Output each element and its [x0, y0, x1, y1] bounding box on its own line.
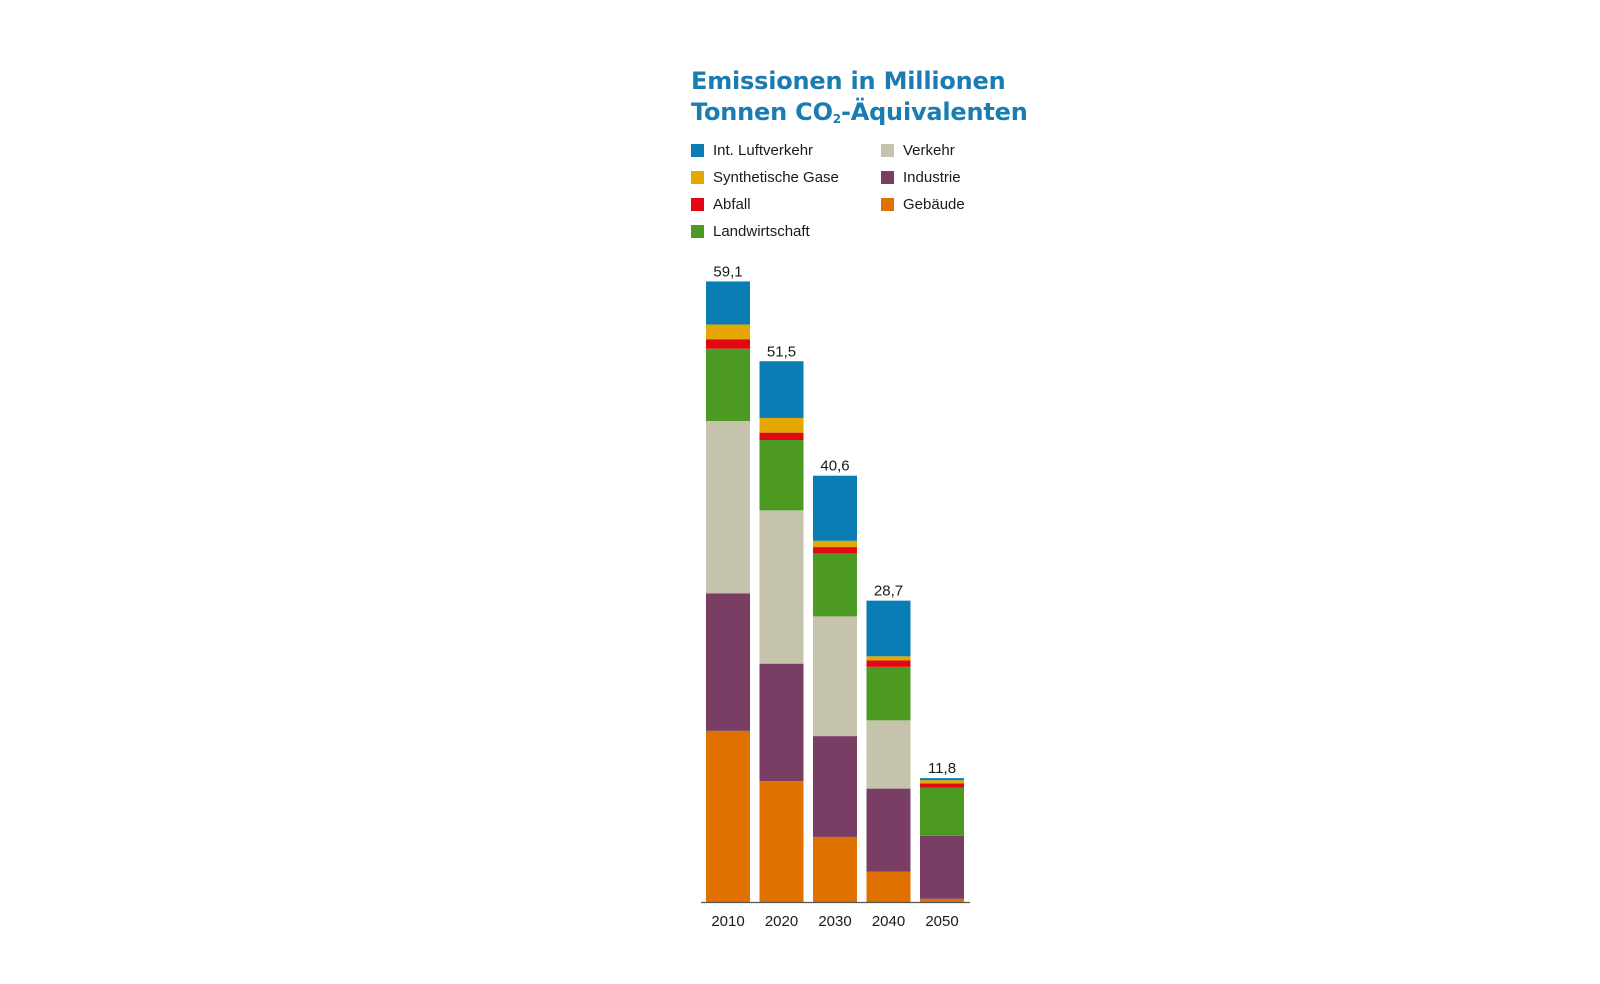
legend-swatch-int-luftverkehr — [691, 143, 704, 157]
bar-segment-2050-gebaeude — [920, 898, 964, 902]
bar-segment-2040-synthetische-gase — [866, 656, 911, 661]
total-label-2050: 11,8 — [928, 760, 956, 777]
bar-segment-2020-abfall — [759, 432, 804, 440]
bar-segment-2040-verkehr — [866, 720, 911, 789]
bar-segment-2010-gebaeude — [706, 730, 750, 902]
legend-item-industrie: Industrie — [881, 166, 961, 188]
bar-segment-2030-abfall — [813, 547, 857, 554]
x-tick-label-2030: 2030 — [818, 913, 851, 930]
total-label-2040: 28,7 — [874, 583, 903, 600]
bar-segment-2020-gebaeude — [759, 781, 804, 902]
x-tick-label-2040: 2040 — [872, 913, 905, 930]
bar-segment-2020-int-luftverkehr — [759, 361, 804, 418]
bar-segment-2020-synthetische-gase — [759, 417, 804, 433]
bar-segment-2030-synthetische-gase — [813, 540, 857, 548]
legend-item-verkehr: Verkehr — [881, 139, 955, 161]
bar-segment-2020-industrie — [759, 663, 804, 782]
bar-segment-2040-landwirtschaft — [866, 666, 911, 721]
bar-segment-2010-synthetische-gase — [706, 324, 750, 340]
chart-title-subscript: 2 — [832, 112, 841, 126]
bar-segment-2030-verkehr — [813, 616, 857, 737]
chart-title: Emissionen in Millionen Tonnen CO2-Äquiv… — [691, 66, 1028, 128]
legend-label-landwirtschaft: Landwirtschaft — [713, 222, 810, 240]
legend-label-verkehr: Verkehr — [903, 141, 955, 159]
legend-swatch-landwirtschaft — [691, 224, 704, 238]
legend-label-gebaeude: Gebäude — [903, 195, 965, 213]
legend-swatch-gebaeude — [881, 197, 894, 211]
chart-title-line-2-suffix: -Äquivalenten — [840, 98, 1028, 126]
bar-segment-2010-landwirtschaft — [706, 348, 750, 422]
bar-segment-2050-landwirtschaft — [920, 787, 964, 836]
legend-item-abfall: Abfall — [691, 193, 751, 215]
bar-segment-2040-gebaeude — [866, 871, 911, 902]
legend-label-industrie: Industrie — [903, 168, 961, 186]
legend-swatch-verkehr — [881, 143, 894, 157]
legend-item-synthetische-gase: Synthetische Gase — [691, 166, 839, 188]
bar-segment-2010-abfall — [706, 339, 750, 349]
legend-swatch-industrie — [881, 170, 894, 184]
total-label-2030: 40,6 — [820, 458, 849, 475]
bar-segment-2010-verkehr — [706, 421, 750, 594]
bar-segment-2010-int-luftverkehr — [706, 281, 750, 325]
x-tick-label-2050: 2050 — [925, 913, 958, 930]
chart-title-line-2-prefix: Tonnen CO — [691, 98, 833, 126]
bar-segment-2030-industrie — [813, 736, 857, 837]
bar-segment-2050-int-luftverkehr — [920, 778, 964, 781]
bar-segment-2050-industrie — [920, 835, 964, 899]
bar-segment-2030-gebaeude — [813, 836, 857, 902]
bar-segment-2050-abfall — [920, 783, 964, 788]
legend-label-int-luftverkehr: Int. Luftverkehr — [713, 141, 814, 159]
bar-segment-2040-abfall — [866, 660, 911, 667]
x-tick-label-2020: 2020 — [765, 913, 798, 930]
bar-segment-2010-industrie — [706, 593, 750, 731]
bar-segment-2040-industrie — [866, 788, 911, 872]
bar-segment-2050-synthetische-gase — [920, 780, 964, 784]
bar-segment-2030-landwirtschaft — [813, 553, 857, 617]
bar-segment-2020-landwirtschaft — [759, 440, 804, 511]
chart-title-line-2: Tonnen CO2-Äquivalenten — [691, 97, 1028, 128]
chart-title-line-1: Emissionen in Millionen — [691, 67, 1006, 95]
legend-swatch-abfall — [691, 197, 704, 211]
bar-segment-2020-verkehr — [759, 510, 804, 664]
bar-segment-2040-int-luftverkehr — [866, 600, 911, 657]
x-tick-label-2010: 2010 — [711, 913, 744, 930]
total-label-2010: 59,1 — [713, 263, 742, 280]
chart-legend: Int. Luftverkehr Synthetische Gase Abfal… — [691, 139, 991, 249]
total-label-2020: 51,5 — [767, 343, 796, 360]
legend-item-gebaeude: Gebäude — [881, 193, 965, 215]
legend-item-int-luftverkehr: Int. Luftverkehr — [691, 139, 813, 161]
bar-segment-2030-int-luftverkehr — [813, 475, 857, 541]
legend-label-synthetische-gase: Synthetische Gase — [713, 168, 839, 186]
legend-label-abfall: Abfall — [713, 195, 751, 213]
legend-swatch-synthetische-gase — [691, 170, 704, 184]
legend-item-landwirtschaft: Landwirtschaft — [691, 220, 810, 242]
